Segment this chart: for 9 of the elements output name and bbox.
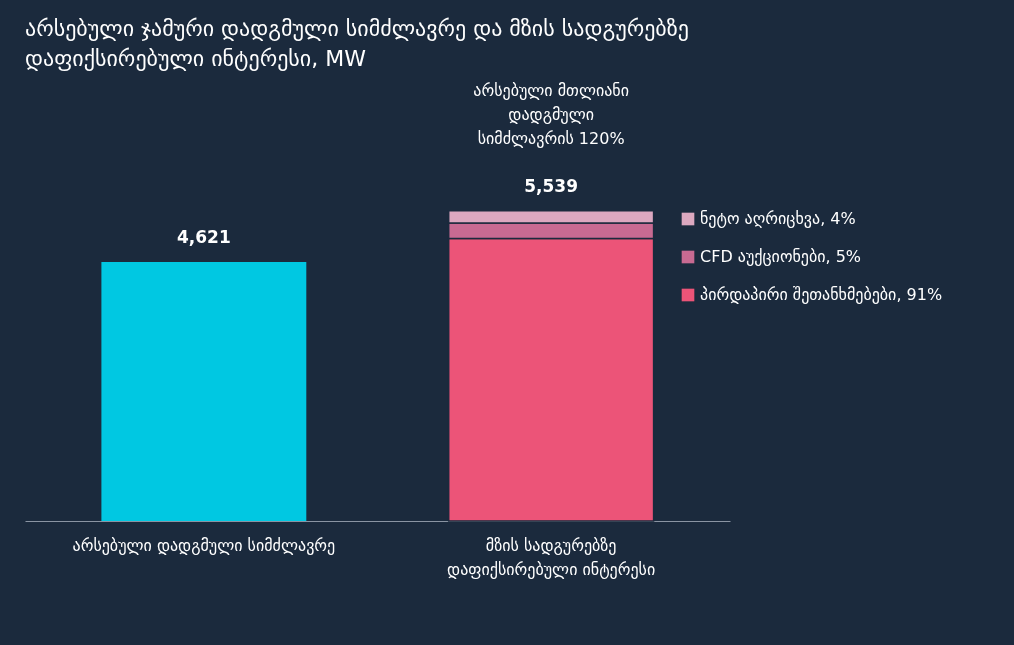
legend-label: CFD აუქციონები, 5% bbox=[700, 247, 862, 266]
chart-title: არსებული ჯამური დადგმული სიმძლავრე და მზის სადგურებზე დაფიქსირებული ინტერესი, MW bbox=[25, 16, 689, 71]
total-label: 5,539 bbox=[524, 175, 579, 196]
data-label: 4,621 bbox=[176, 227, 231, 248]
legend-label: ნეტო აღრიცხვა, 4% bbox=[700, 209, 856, 228]
legend-label: პირდაპირი შეთანხმებები, 91% bbox=[700, 285, 943, 304]
text: არსებული მთლიანი დადგმული სიმძლავრის 120% bbox=[473, 80, 629, 148]
x-tick-label: არსებული დადგმული სიმძლავრე bbox=[72, 535, 336, 555]
x-tick-label: მზის სადგურებზე დაფიქსირებული ინტერესი bbox=[447, 535, 656, 579]
